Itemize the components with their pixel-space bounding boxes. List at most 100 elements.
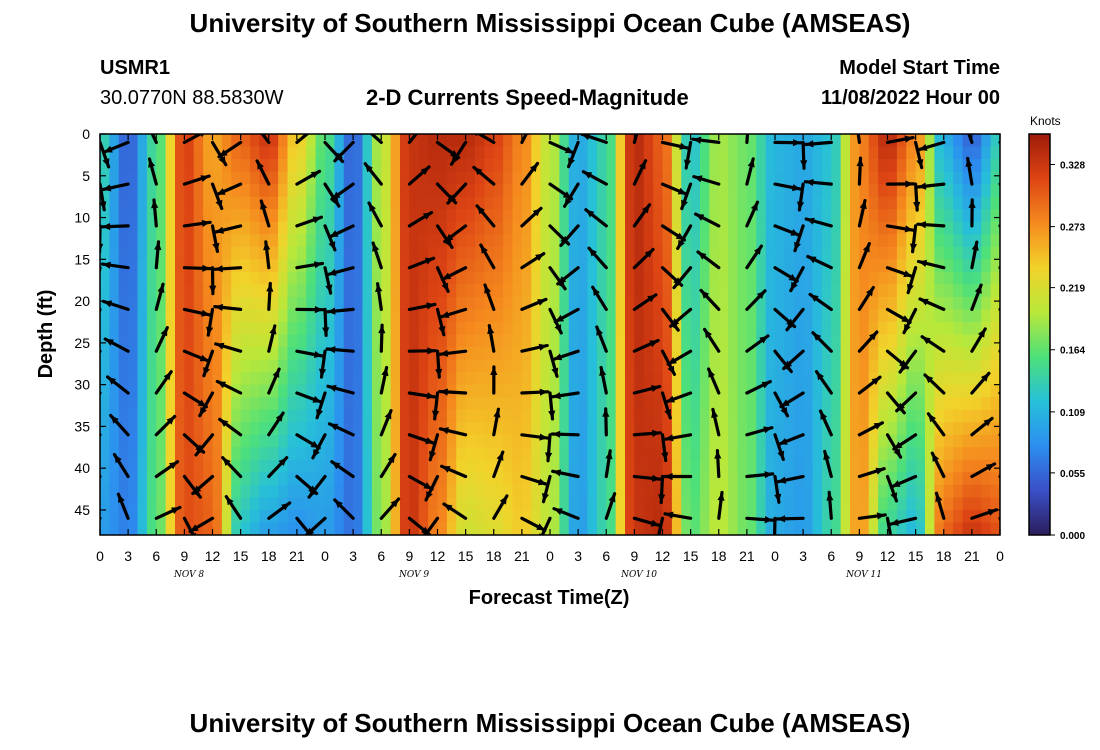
heatmap-cell [625,284,635,298]
heatmap-cell [409,372,420,386]
heatmap-cell [981,497,992,511]
heatmap-cell [221,134,232,148]
heatmap-cell [531,334,542,348]
heatmap-cell [793,321,804,336]
heatmap-cell [887,246,898,260]
heatmap-cell [728,246,739,260]
heatmap-cell [868,372,879,386]
heatmap-cell [662,146,673,160]
heatmap-cell [521,509,532,524]
heatmap-cell [221,234,232,248]
heatmap-cell [596,184,607,198]
heatmap-cell [756,159,767,173]
heatmap-cell [531,447,542,461]
model-start-label: Model Start Time [839,57,1000,79]
heatmap-cell [512,146,523,160]
heatmap-cell [784,234,795,248]
heatmap-cell [381,246,392,260]
heatmap-cell [409,209,420,223]
current-arrow [714,449,722,479]
heatmap-cell [831,472,842,486]
heatmap-cell [634,422,645,436]
heatmap-cell [840,309,851,323]
heatmap-cell [943,196,954,210]
heatmap-cell [756,171,767,185]
heatmap-cell [390,397,401,411]
heatmap-cell [746,271,757,285]
heatmap-cell [634,347,645,361]
heatmap-cell [775,171,785,185]
heatmap-cell [268,334,279,348]
heatmap-cell [390,296,401,311]
heatmap-cell [240,221,251,235]
heatmap-cell [193,321,204,336]
heatmap-cell [906,171,917,185]
heatmap-cell [540,209,551,223]
heatmap-cell [803,246,814,260]
heatmap-cell [231,334,242,348]
heatmap-cell [850,271,860,285]
heatmap-cell [765,259,776,273]
heatmap-cell [962,459,973,473]
heatmap-cell [409,347,420,361]
heatmap-cell [325,359,335,373]
heatmap-cell [400,296,410,311]
heatmap-cell [850,259,860,273]
heatmap-cell [268,259,279,273]
heatmap-cell [915,509,926,524]
heatmap-cell [803,296,814,311]
heatmap-cell [550,372,560,386]
heatmap-cell [728,509,739,524]
heatmap-cell [981,159,992,173]
heatmap-cell [896,447,907,461]
heatmap-cell [362,221,373,235]
heatmap-cell [718,271,729,285]
heatmap-cell [315,422,326,436]
heatmap-cell [203,159,214,173]
heatmap-cell [990,271,1000,285]
heatmap-cell [240,422,251,436]
heatmap-cell [212,484,223,499]
heatmap-cell [381,497,392,511]
current-arrow [259,199,271,228]
current-arrow [260,134,271,144]
heatmap-cell [681,309,692,323]
heatmap-cell [428,522,439,535]
heatmap-cell [784,509,795,524]
heatmap-cell [718,522,729,535]
heatmap-cell [643,221,654,235]
heatmap-cell [821,159,832,173]
heatmap-cell [868,309,879,323]
heatmap-cell [812,271,823,285]
heatmap-cell [737,472,748,486]
heatmap-cell [428,196,439,210]
heatmap-cell [821,372,832,386]
heatmap-cell [878,359,889,373]
heatmap-cell [465,509,476,524]
current-arrow [154,460,180,479]
heatmap-cell [193,146,204,160]
heatmap-cell [868,284,879,298]
current-arrow [660,140,690,150]
heatmap-cell [700,522,710,535]
heatmap-cell [146,347,157,361]
heatmap-cell [512,184,523,198]
heatmap-cell [765,171,776,185]
heatmap-cell [840,447,851,461]
heatmap-cell [175,246,185,260]
heatmap-cell [990,409,1000,423]
current-arrow [407,347,437,355]
heatmap-cell [175,347,185,361]
heatmap-cell [325,209,335,223]
heatmap-cell [821,509,832,524]
heatmap-cell [418,372,429,386]
heatmap-cell [550,271,560,285]
heatmap-cell [418,484,429,499]
heatmap-cell [362,384,373,398]
heatmap-cell [803,234,814,248]
heatmap-cell [550,209,560,223]
current-arrow [147,157,158,186]
heatmap-cell [278,259,289,273]
heatmap-cell [484,246,495,260]
heatmap-cell [371,384,382,398]
